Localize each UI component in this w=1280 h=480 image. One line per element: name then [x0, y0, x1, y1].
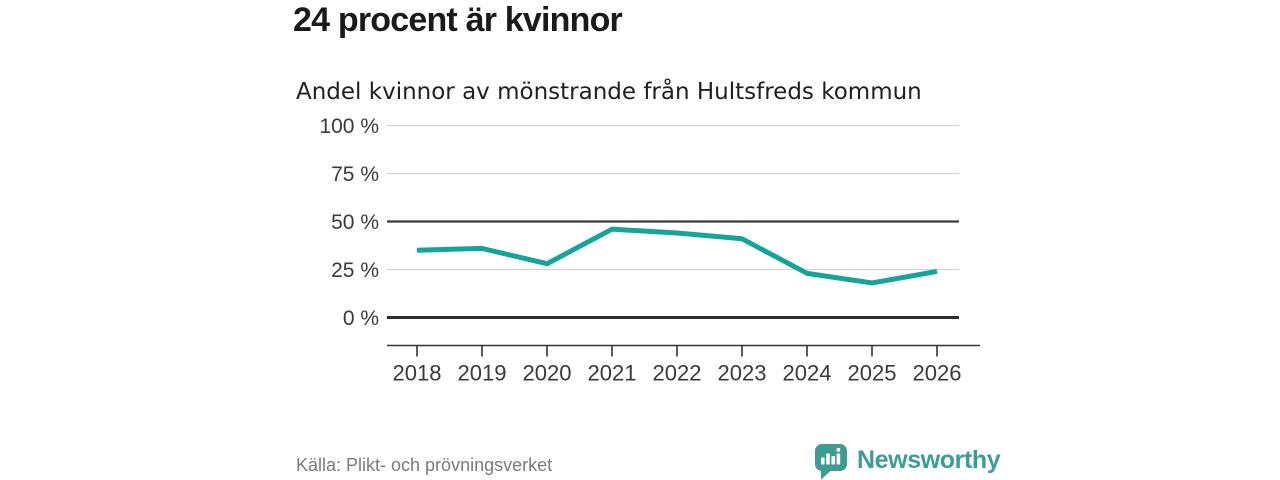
x-tick-label: 2021 — [588, 361, 637, 386]
x-tick-label: 2023 — [718, 361, 767, 386]
y-tick-label: 0 % — [343, 307, 379, 330]
y-tick-label: 75 % — [331, 163, 379, 186]
data-line-andel-kvinnor — [416, 226, 938, 286]
y-tick-label: 25 % — [331, 259, 379, 282]
x-tick-label: 2025 — [848, 361, 897, 386]
x-tick-label: 2018 — [393, 361, 442, 386]
x-tick-label: 2022 — [653, 361, 702, 386]
newsworthy-logo[interactable]: Newsworthy — [814, 443, 1001, 480]
y-tick-label: 100 % — [319, 115, 379, 138]
chart-title: 24 procent är kvinnor — [293, 1, 623, 39]
chart-subtitle: Andel kvinnor av mönstrande från Hultsfr… — [296, 79, 922, 105]
x-tick-label: 2024 — [783, 361, 832, 386]
y-tick-label: 50 % — [331, 211, 379, 234]
x-tick-label: 2020 — [523, 361, 572, 386]
source-note: Källa: Plikt- och prövningsverket — [296, 455, 553, 475]
newsworthy-bubble-chart-icon — [815, 444, 847, 480]
x-tick-label: 2026 — [913, 361, 962, 386]
newsworthy-wordmark: Newsworthy — [857, 446, 1001, 474]
x-tick-label: 2019 — [458, 361, 507, 386]
